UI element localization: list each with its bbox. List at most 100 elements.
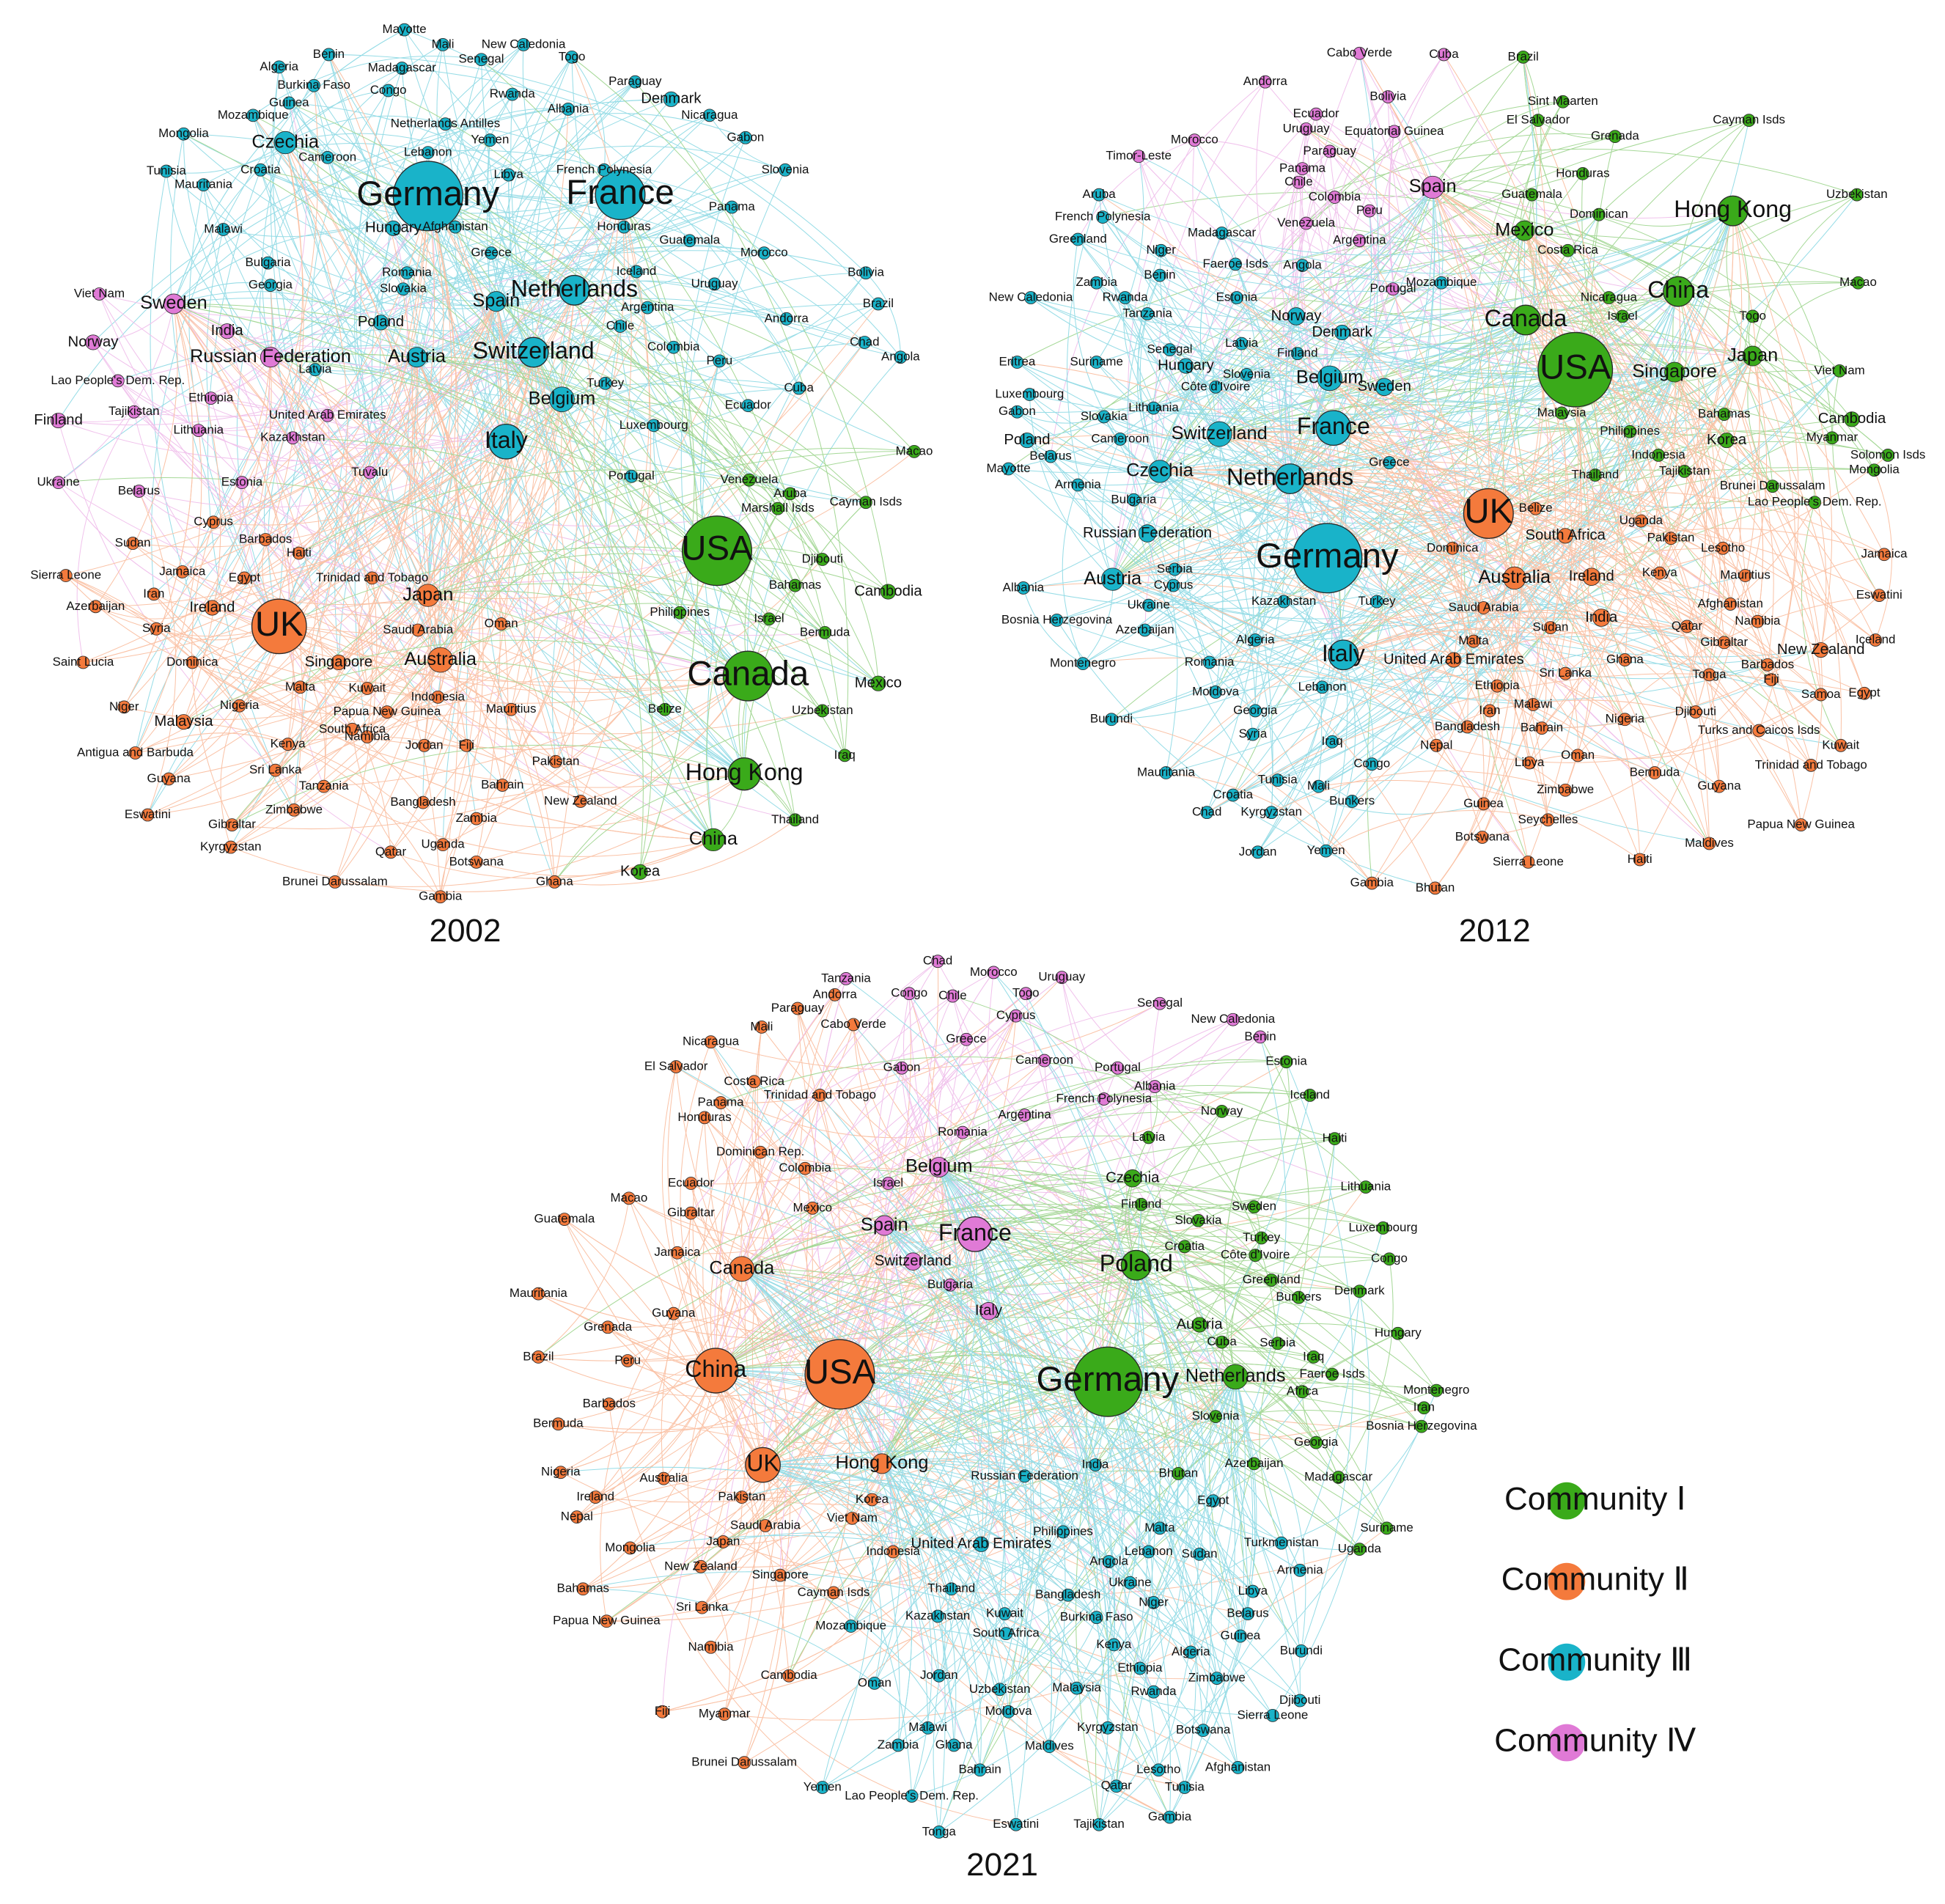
node — [595, 169, 646, 221]
edge — [252, 115, 562, 400]
node-label: Senegal — [459, 52, 504, 66]
edge — [153, 593, 826, 683]
node-label: Slovenia — [1223, 367, 1271, 381]
edge — [812, 1183, 889, 1209]
node-label: Togo — [1739, 309, 1766, 323]
edge — [416, 357, 466, 803]
edge — [260, 169, 745, 775]
edge — [92, 98, 672, 343]
edge — [715, 960, 938, 1371]
edge — [386, 399, 562, 713]
edge — [1343, 627, 1710, 675]
node — [1761, 658, 1774, 672]
edge — [1206, 673, 1865, 813]
node — [438, 117, 452, 131]
edge — [884, 1225, 1114, 1645]
node-label: Cuba — [1207, 1334, 1237, 1348]
edge — [183, 639, 749, 723]
edge — [1136, 1260, 1299, 1298]
edge — [1202, 1376, 1257, 1731]
edge — [1323, 96, 1389, 379]
edge — [65, 194, 621, 576]
edge — [1213, 297, 1238, 435]
edge — [1017, 233, 1858, 363]
node-label: Thailand — [927, 1581, 975, 1595]
edge — [1298, 182, 1433, 199]
edge — [1161, 250, 1625, 720]
node — [1071, 232, 1085, 246]
edge — [285, 142, 796, 586]
node — [788, 813, 802, 827]
edge — [1290, 397, 1724, 479]
edge — [1343, 649, 1625, 720]
edge — [328, 54, 770, 620]
edge — [1322, 578, 1515, 688]
node-label: Bangladesh — [1035, 1587, 1100, 1601]
edge — [702, 1168, 813, 1608]
node — [1618, 713, 1632, 727]
edge — [1159, 291, 1679, 473]
edge — [1136, 1265, 1206, 1554]
edge — [949, 1265, 1137, 1295]
node-label: Iran — [1413, 1400, 1435, 1414]
edge — [1062, 485, 1084, 664]
edge — [853, 1024, 1109, 1728]
edge — [741, 1480, 1064, 1532]
node-label: Botswana — [1455, 829, 1510, 843]
node-label: Cameroon — [298, 150, 356, 163]
node-label: Aruba — [773, 486, 807, 500]
node-label: Cabo Verde — [820, 1017, 886, 1031]
edge — [252, 56, 482, 116]
edge — [562, 307, 648, 400]
node-label: Bahrain — [481, 777, 523, 791]
edge — [1023, 471, 1685, 609]
node — [713, 354, 727, 368]
node — [416, 795, 430, 809]
node-label: Ireland — [189, 599, 235, 615]
edge — [1106, 1019, 1234, 1382]
edge — [1518, 101, 1564, 320]
node — [1808, 496, 1822, 510]
node-label: Norway — [68, 334, 120, 350]
edge — [1112, 427, 1889, 580]
edge — [173, 304, 221, 722]
edge — [1874, 470, 1893, 641]
node-label: Montenegro — [1403, 1383, 1469, 1397]
node-label: Faeroe Isds — [1203, 257, 1268, 271]
edge — [1358, 53, 1507, 711]
edge — [1333, 282, 1442, 428]
edge — [751, 1081, 840, 1375]
node-label: Kuwait — [1822, 738, 1859, 751]
edge — [279, 625, 467, 746]
edge — [402, 288, 496, 306]
edge — [440, 818, 477, 897]
edge — [1082, 378, 1331, 664]
edge — [203, 143, 428, 185]
edge — [1322, 291, 1679, 688]
edge — [289, 102, 637, 272]
edge — [1387, 96, 1592, 578]
edge — [1159, 471, 1760, 731]
node-label: Kazakhstan — [260, 430, 325, 444]
edge — [576, 1374, 840, 1518]
edge — [1107, 1381, 1301, 1571]
node-label: Zambia — [878, 1738, 919, 1752]
node — [859, 266, 872, 280]
edge — [213, 301, 497, 523]
edge — [1315, 114, 1394, 290]
edge — [743, 501, 867, 774]
edge — [883, 1225, 1029, 1825]
node-label: Guyana — [147, 771, 191, 785]
edge — [1017, 411, 1104, 424]
edge — [406, 272, 879, 684]
edge — [1026, 434, 1688, 627]
edge — [1161, 250, 1330, 379]
edge — [1435, 685, 1499, 889]
node — [385, 220, 401, 236]
node-label: Malaysia — [1052, 1680, 1101, 1694]
node — [1752, 724, 1766, 738]
node-label: Egypt — [1848, 685, 1880, 699]
node — [1677, 465, 1691, 478]
edge — [1525, 120, 1749, 320]
